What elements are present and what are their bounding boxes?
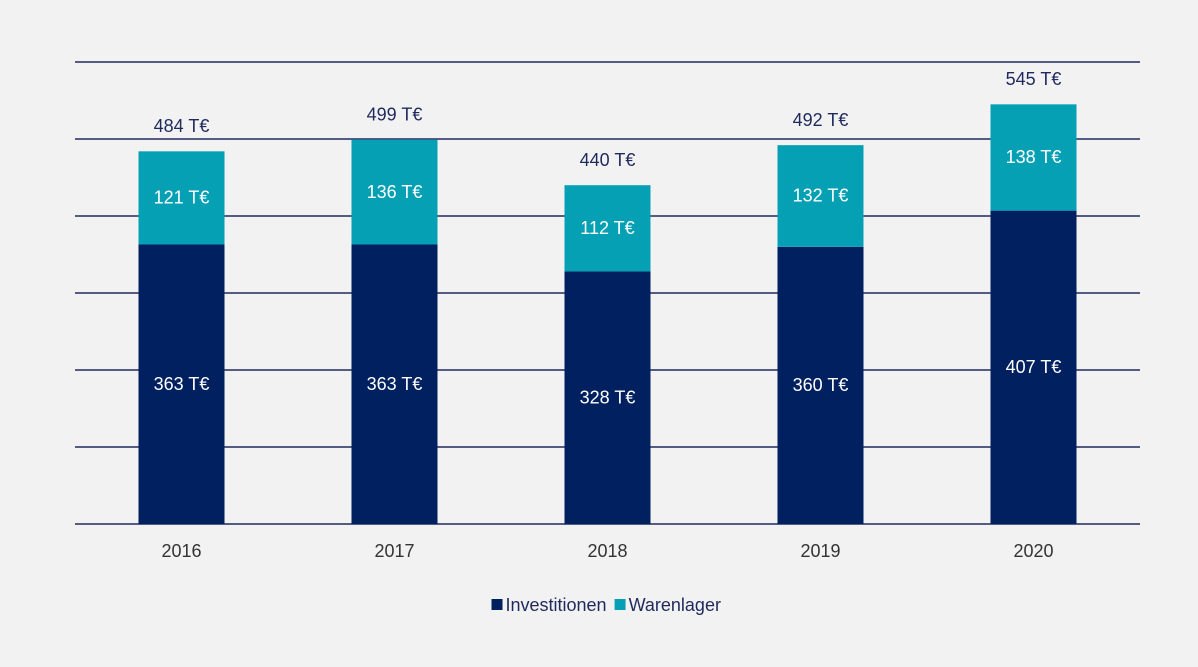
bar-segment [138, 151, 225, 245]
total-label: 545 T€ [1006, 69, 1062, 89]
bar-segment [564, 271, 651, 524]
bar-segment [777, 246, 864, 525]
value-label: 363 T€ [154, 374, 210, 394]
legend-label: Investitionen [506, 595, 607, 615]
legend-swatch [614, 599, 626, 610]
value-label: 363 T€ [367, 374, 423, 394]
value-label: 138 T€ [1006, 147, 1062, 167]
total-label: 440 T€ [580, 150, 636, 170]
value-label: 136 T€ [367, 182, 423, 202]
bar-segment [351, 244, 438, 525]
total-label: 499 T€ [367, 105, 423, 125]
value-label: 112 T€ [580, 218, 634, 238]
bar-segment [351, 139, 438, 245]
bar-segment [564, 185, 651, 272]
bar-segment [777, 145, 864, 247]
total-label: 484 T€ [154, 116, 210, 136]
x-tick-label: 2017 [374, 541, 414, 561]
value-label: 132 T€ [793, 186, 849, 206]
x-tick-label: 2018 [587, 541, 627, 561]
legend-swatch [491, 599, 503, 610]
value-label: 328 T€ [580, 387, 636, 407]
value-label: 121 T€ [154, 188, 210, 208]
value-label: 360 T€ [793, 375, 849, 395]
bar-segment [990, 210, 1077, 525]
x-tick-label: 2020 [1013, 541, 1053, 561]
x-tick-label: 2016 [161, 541, 201, 561]
total-label: 492 T€ [793, 110, 849, 130]
bar-segment [138, 244, 225, 525]
legend-label: Warenlager [629, 595, 721, 615]
value-label: 407 T€ [1006, 357, 1062, 377]
x-tick-label: 2019 [800, 541, 840, 561]
bar-segment [990, 104, 1077, 211]
